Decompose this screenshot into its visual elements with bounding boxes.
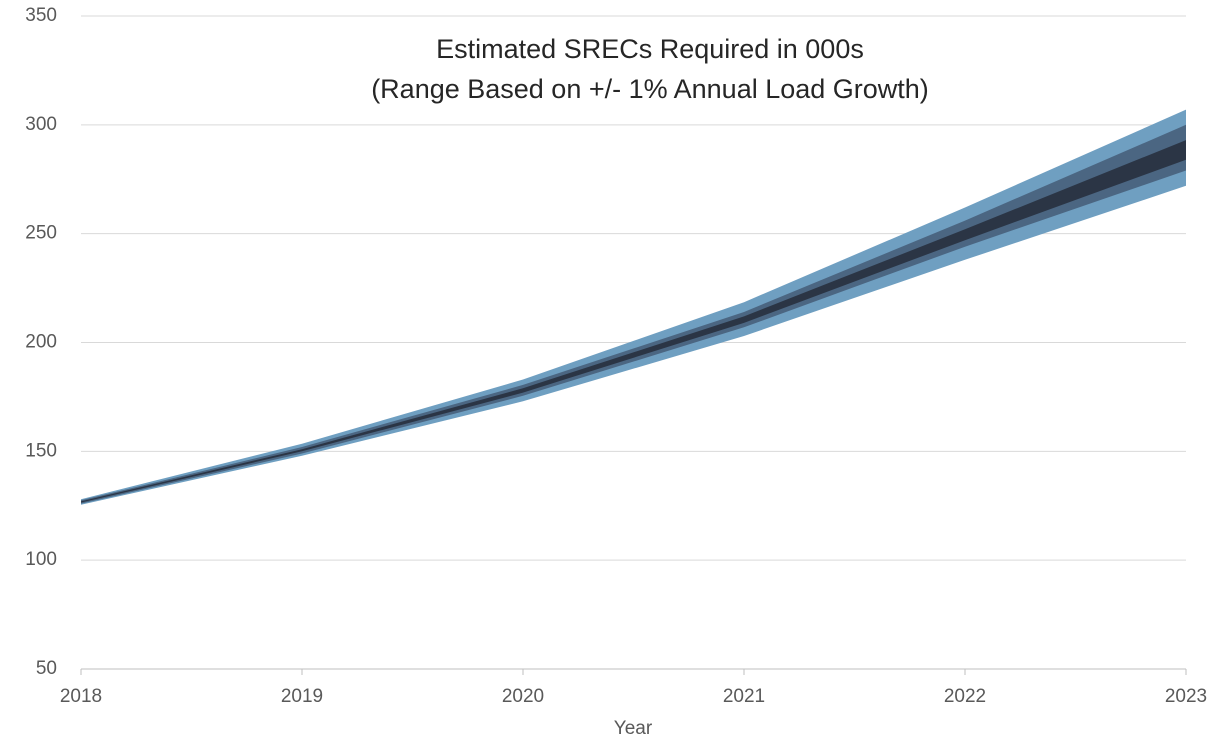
x-tick-label: 2023 xyxy=(1165,686,1207,707)
chart-subtitle: (Range Based on +/- 1% Annual Load Growt… xyxy=(371,74,929,104)
y-tick-label: 250 xyxy=(25,223,57,244)
band-area xyxy=(81,109,1186,505)
x-axis-label: Year xyxy=(614,718,653,739)
y-tick-label: 100 xyxy=(25,549,57,570)
y-tick-label: 350 xyxy=(25,5,57,26)
y-tick-label: 200 xyxy=(25,332,57,353)
band-area xyxy=(81,124,1186,504)
y-tick-label: 300 xyxy=(25,114,57,135)
x-tick-label: 2019 xyxy=(281,686,323,707)
chart-title: Estimated SRECs Required in 000s xyxy=(436,34,864,64)
x-tick-label: 2022 xyxy=(944,686,986,707)
y-tick-label: 50 xyxy=(36,658,57,679)
x-tick-label: 2020 xyxy=(502,686,544,707)
y-tick-label: 150 xyxy=(25,440,57,461)
x-tick-label: 2018 xyxy=(60,686,102,707)
x-tick-label: 2021 xyxy=(723,686,765,707)
